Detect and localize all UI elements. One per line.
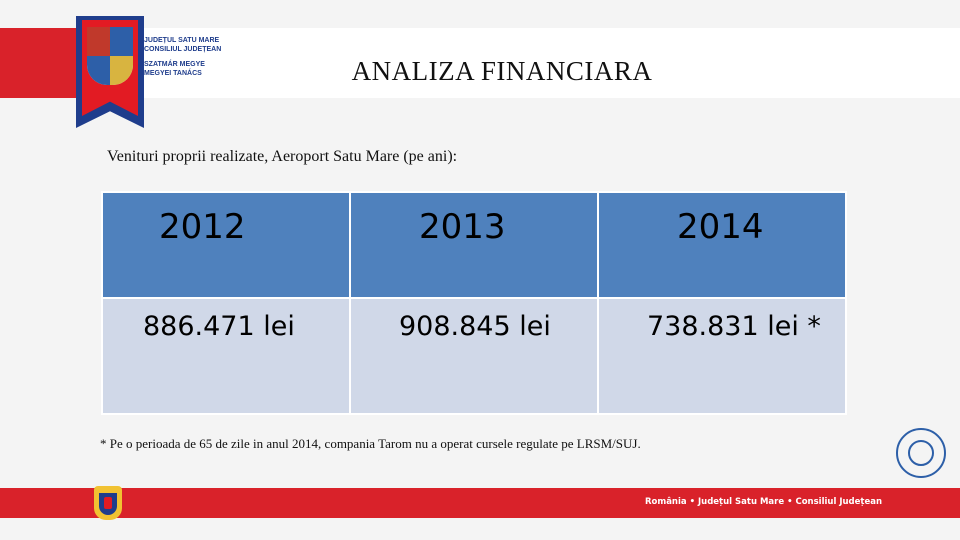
year-cell: 2014 — [597, 191, 847, 299]
revenue-value: 738.831 lei * — [647, 311, 821, 342]
year-label: 2013 — [419, 207, 506, 247]
footer-text: România • Județul Satu Mare • Consiliul … — [644, 497, 882, 507]
value-cell: 738.831 lei * — [597, 297, 847, 415]
revenue-value: 886.471 lei — [143, 311, 295, 342]
footnote: * Pe o perioada de 65 de zile in anul 20… — [100, 436, 641, 451]
table-row: 886.471 lei 908.845 lei 738.831 lei * — [101, 297, 847, 415]
page-title: ANALIZA FINANCIARA — [351, 56, 653, 86]
org-name-line: MEGYEI TANÁCS — [144, 70, 202, 77]
romania-coat-of-arms-icon — [94, 486, 122, 520]
table-header-row: 2012 2013 2014 — [101, 191, 847, 299]
airport-seal-icon — [896, 428, 946, 478]
header-white-band — [130, 28, 960, 98]
revenue-value: 908.845 lei — [399, 311, 551, 342]
year-label: 2012 — [159, 207, 246, 247]
org-name-line: JUDEȚUL SATU MARE — [144, 37, 220, 44]
county-coat-of-arms-icon — [87, 27, 133, 85]
year-label: 2014 — [677, 207, 764, 247]
table-caption: Venituri proprii realizate, Aeroport Sat… — [107, 148, 458, 165]
org-name-line: SZATMÁR MEGYE — [144, 61, 205, 68]
value-cell: 908.845 lei — [349, 297, 599, 415]
org-names: JUDEȚUL SATU MARE CONSILIUL JUDEȚEAN SZA… — [144, 36, 254, 78]
year-cell: 2013 — [349, 191, 599, 299]
year-cell: 2012 — [101, 191, 351, 299]
footer-red-band — [0, 488, 960, 518]
org-name-line: CONSILIUL JUDEȚEAN — [144, 46, 222, 53]
value-cell: 886.471 lei — [101, 297, 351, 415]
revenue-table: 2012 2013 2014 886.471 lei 908.845 lei 7… — [101, 191, 847, 415]
